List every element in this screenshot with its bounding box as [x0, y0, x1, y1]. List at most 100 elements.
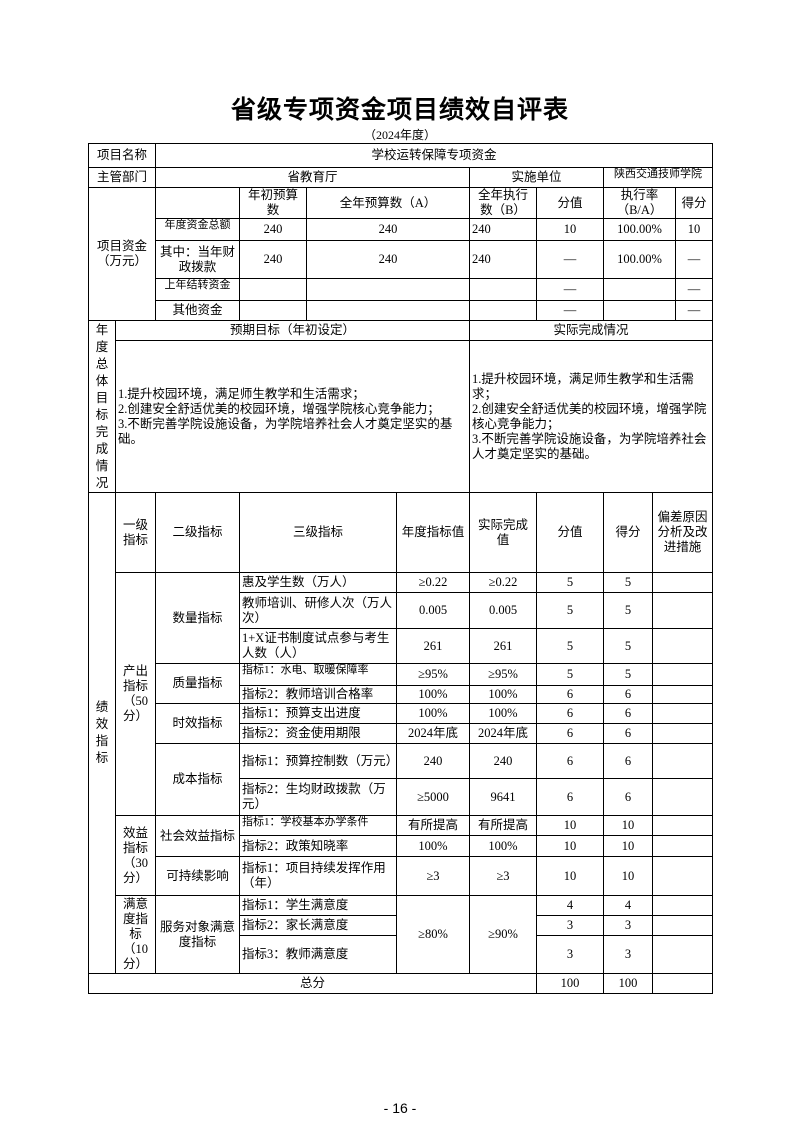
- funds-header-full: 全年预算数（A）: [306, 187, 470, 219]
- indicator-value: 6: [536, 778, 604, 816]
- indicator-deviation: [652, 703, 713, 724]
- indicator-score: 6: [603, 685, 653, 704]
- indicator-actual: 100%: [469, 703, 537, 724]
- indicator-actual: ≥95%: [469, 663, 537, 686]
- indicator-value: 6: [536, 743, 604, 779]
- indicator-name: 教师培训、研修人次（万人次）: [239, 592, 397, 629]
- satisfaction-target: ≥80%: [396, 895, 470, 974]
- funds-score-value: 10: [536, 218, 604, 241]
- indicator-score: 6: [603, 778, 653, 816]
- indicator-deviation: [652, 935, 713, 974]
- funds-initial: 240: [239, 218, 307, 241]
- funds-rate: [603, 278, 676, 301]
- indicator-score: 5: [603, 663, 653, 686]
- indicator-actual: 261: [469, 628, 537, 664]
- indicator-score: 5: [603, 628, 653, 664]
- indicator-target: 240: [396, 743, 470, 779]
- impl-label: 实施单位: [469, 167, 604, 188]
- page-title: 省级专项资金项目绩效自评表: [230, 97, 569, 124]
- goals-label: 年度总体目标完成情况: [88, 320, 116, 493]
- indicator-score: 10: [603, 835, 653, 857]
- funds-score-value: —: [536, 278, 604, 301]
- funds-row-label: 其他资金: [155, 300, 240, 321]
- indicator-value: 6: [536, 685, 604, 704]
- level1-satisfaction: 满意度指标（10分）: [115, 895, 156, 974]
- indicator-actual: 9641: [469, 778, 537, 816]
- indicator-name: 指标2：资金使用期限: [239, 723, 397, 744]
- funds-exec: [469, 278, 537, 301]
- funds-full: 240: [306, 218, 470, 241]
- indicator-name: 指标1：预算控制数（万元）: [239, 743, 397, 779]
- indicator-actual: 100%: [469, 685, 537, 704]
- indicator-actual: 0.005: [469, 592, 537, 629]
- funds-score-value: —: [536, 240, 604, 279]
- funds-header-score: 得分: [675, 187, 713, 219]
- indicator-deviation: [652, 835, 713, 857]
- funds-row-label: 其中：当年财政拨款: [155, 240, 240, 279]
- indicator-score: 6: [603, 723, 653, 744]
- indicator-actual: 240: [469, 743, 537, 779]
- indicator-deviation: [652, 815, 713, 836]
- total-score: 100: [603, 973, 653, 994]
- funds-header-exec: 全年执行数（B）: [469, 187, 537, 219]
- funds-header-rate: 执行率（B/A）: [603, 187, 676, 219]
- funds-rate: 100.00%: [603, 240, 676, 279]
- indicator-value: 6: [536, 723, 604, 744]
- indicator-target: ≥3: [396, 856, 470, 896]
- dept-value: 省教育厅: [155, 167, 470, 188]
- funds-exec: [469, 300, 537, 321]
- level2-social-benefit: 社会效益指标: [155, 815, 240, 857]
- indicator-value: 5: [536, 663, 604, 686]
- indicator-value: 5: [536, 592, 604, 629]
- indicator-name: 指标1：学校基本办学条件: [239, 815, 397, 836]
- funds-header-initial: 年初预算数: [239, 187, 307, 219]
- indicator-value: 5: [536, 628, 604, 664]
- indicator-target: 100%: [396, 703, 470, 724]
- indicator-deviation: [652, 778, 713, 816]
- indicator-actual: ≥3: [469, 856, 537, 896]
- project-name-label: 项目名称: [88, 143, 156, 168]
- dept-label: 主管部门: [88, 167, 156, 188]
- indicator-name: 指标3：教师满意度: [239, 935, 397, 974]
- impl-value: 陕西交通技师学院: [603, 167, 713, 188]
- indicator-name: 指标2：家长满意度: [239, 915, 397, 936]
- indicator-actual: ≥0.22: [469, 572, 537, 593]
- indicator-value: 10: [536, 856, 604, 896]
- funds-score: —: [675, 240, 713, 279]
- expected-goals-header: 预期目标（年初设定）: [115, 320, 470, 341]
- indicator-deviation: [652, 628, 713, 664]
- funds-exec: 240: [469, 218, 537, 241]
- indicator-name: 指标1：学生满意度: [239, 895, 397, 916]
- page-number: - 16 -: [383, 1100, 417, 1116]
- indicator-score: 10: [603, 856, 653, 896]
- expected-goals-text: 1.提升校园环境，满足师生教学和生活需求； 2.创建安全舒适优美的校园环境，增强…: [115, 340, 470, 493]
- funds-rate: 100.00%: [603, 218, 676, 241]
- indicator-score: 5: [603, 592, 653, 629]
- funds-initial: [239, 278, 307, 301]
- funds-row-label: 上年结转资金: [155, 278, 240, 301]
- indicator-value: 6: [536, 703, 604, 724]
- indicator-name: 指标2：政策知晓率: [239, 835, 397, 857]
- level2-sustainability: 可持续影响: [155, 856, 240, 896]
- indicator-value: 5: [536, 572, 604, 593]
- indicator-value: 4: [536, 895, 604, 916]
- funds-score: —: [675, 278, 713, 301]
- funds-initial: 240: [239, 240, 307, 279]
- indicator-name: 惠及学生数（万人）: [239, 572, 397, 593]
- indicator-deviation: [652, 592, 713, 629]
- indicator-target: ≥5000: [396, 778, 470, 816]
- indicator-score: 3: [603, 935, 653, 974]
- level2-timeliness: 时效指标: [155, 703, 240, 744]
- perf-header-actual: 实际完成值: [469, 492, 537, 573]
- funds-header-score-value: 分值: [536, 187, 604, 219]
- project-name: 学校运转保障专项资金: [155, 143, 713, 168]
- indicator-name: 指标2：生均财政拨款（万元）: [239, 778, 397, 816]
- funds-full: 240: [306, 240, 470, 279]
- indicator-score: 5: [603, 572, 653, 593]
- total-deviation: [652, 973, 713, 994]
- satisfaction-actual: ≥90%: [469, 895, 537, 974]
- funds-score-value: —: [536, 300, 604, 321]
- actual-goals-header: 实际完成情况: [469, 320, 713, 341]
- funds-label: 项目资金（万元）: [88, 187, 156, 321]
- funds-full: [306, 278, 470, 301]
